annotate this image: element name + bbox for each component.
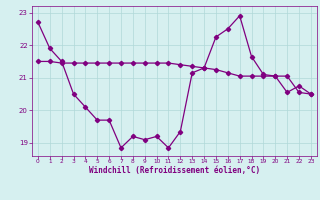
X-axis label: Windchill (Refroidissement éolien,°C): Windchill (Refroidissement éolien,°C) <box>89 166 260 175</box>
